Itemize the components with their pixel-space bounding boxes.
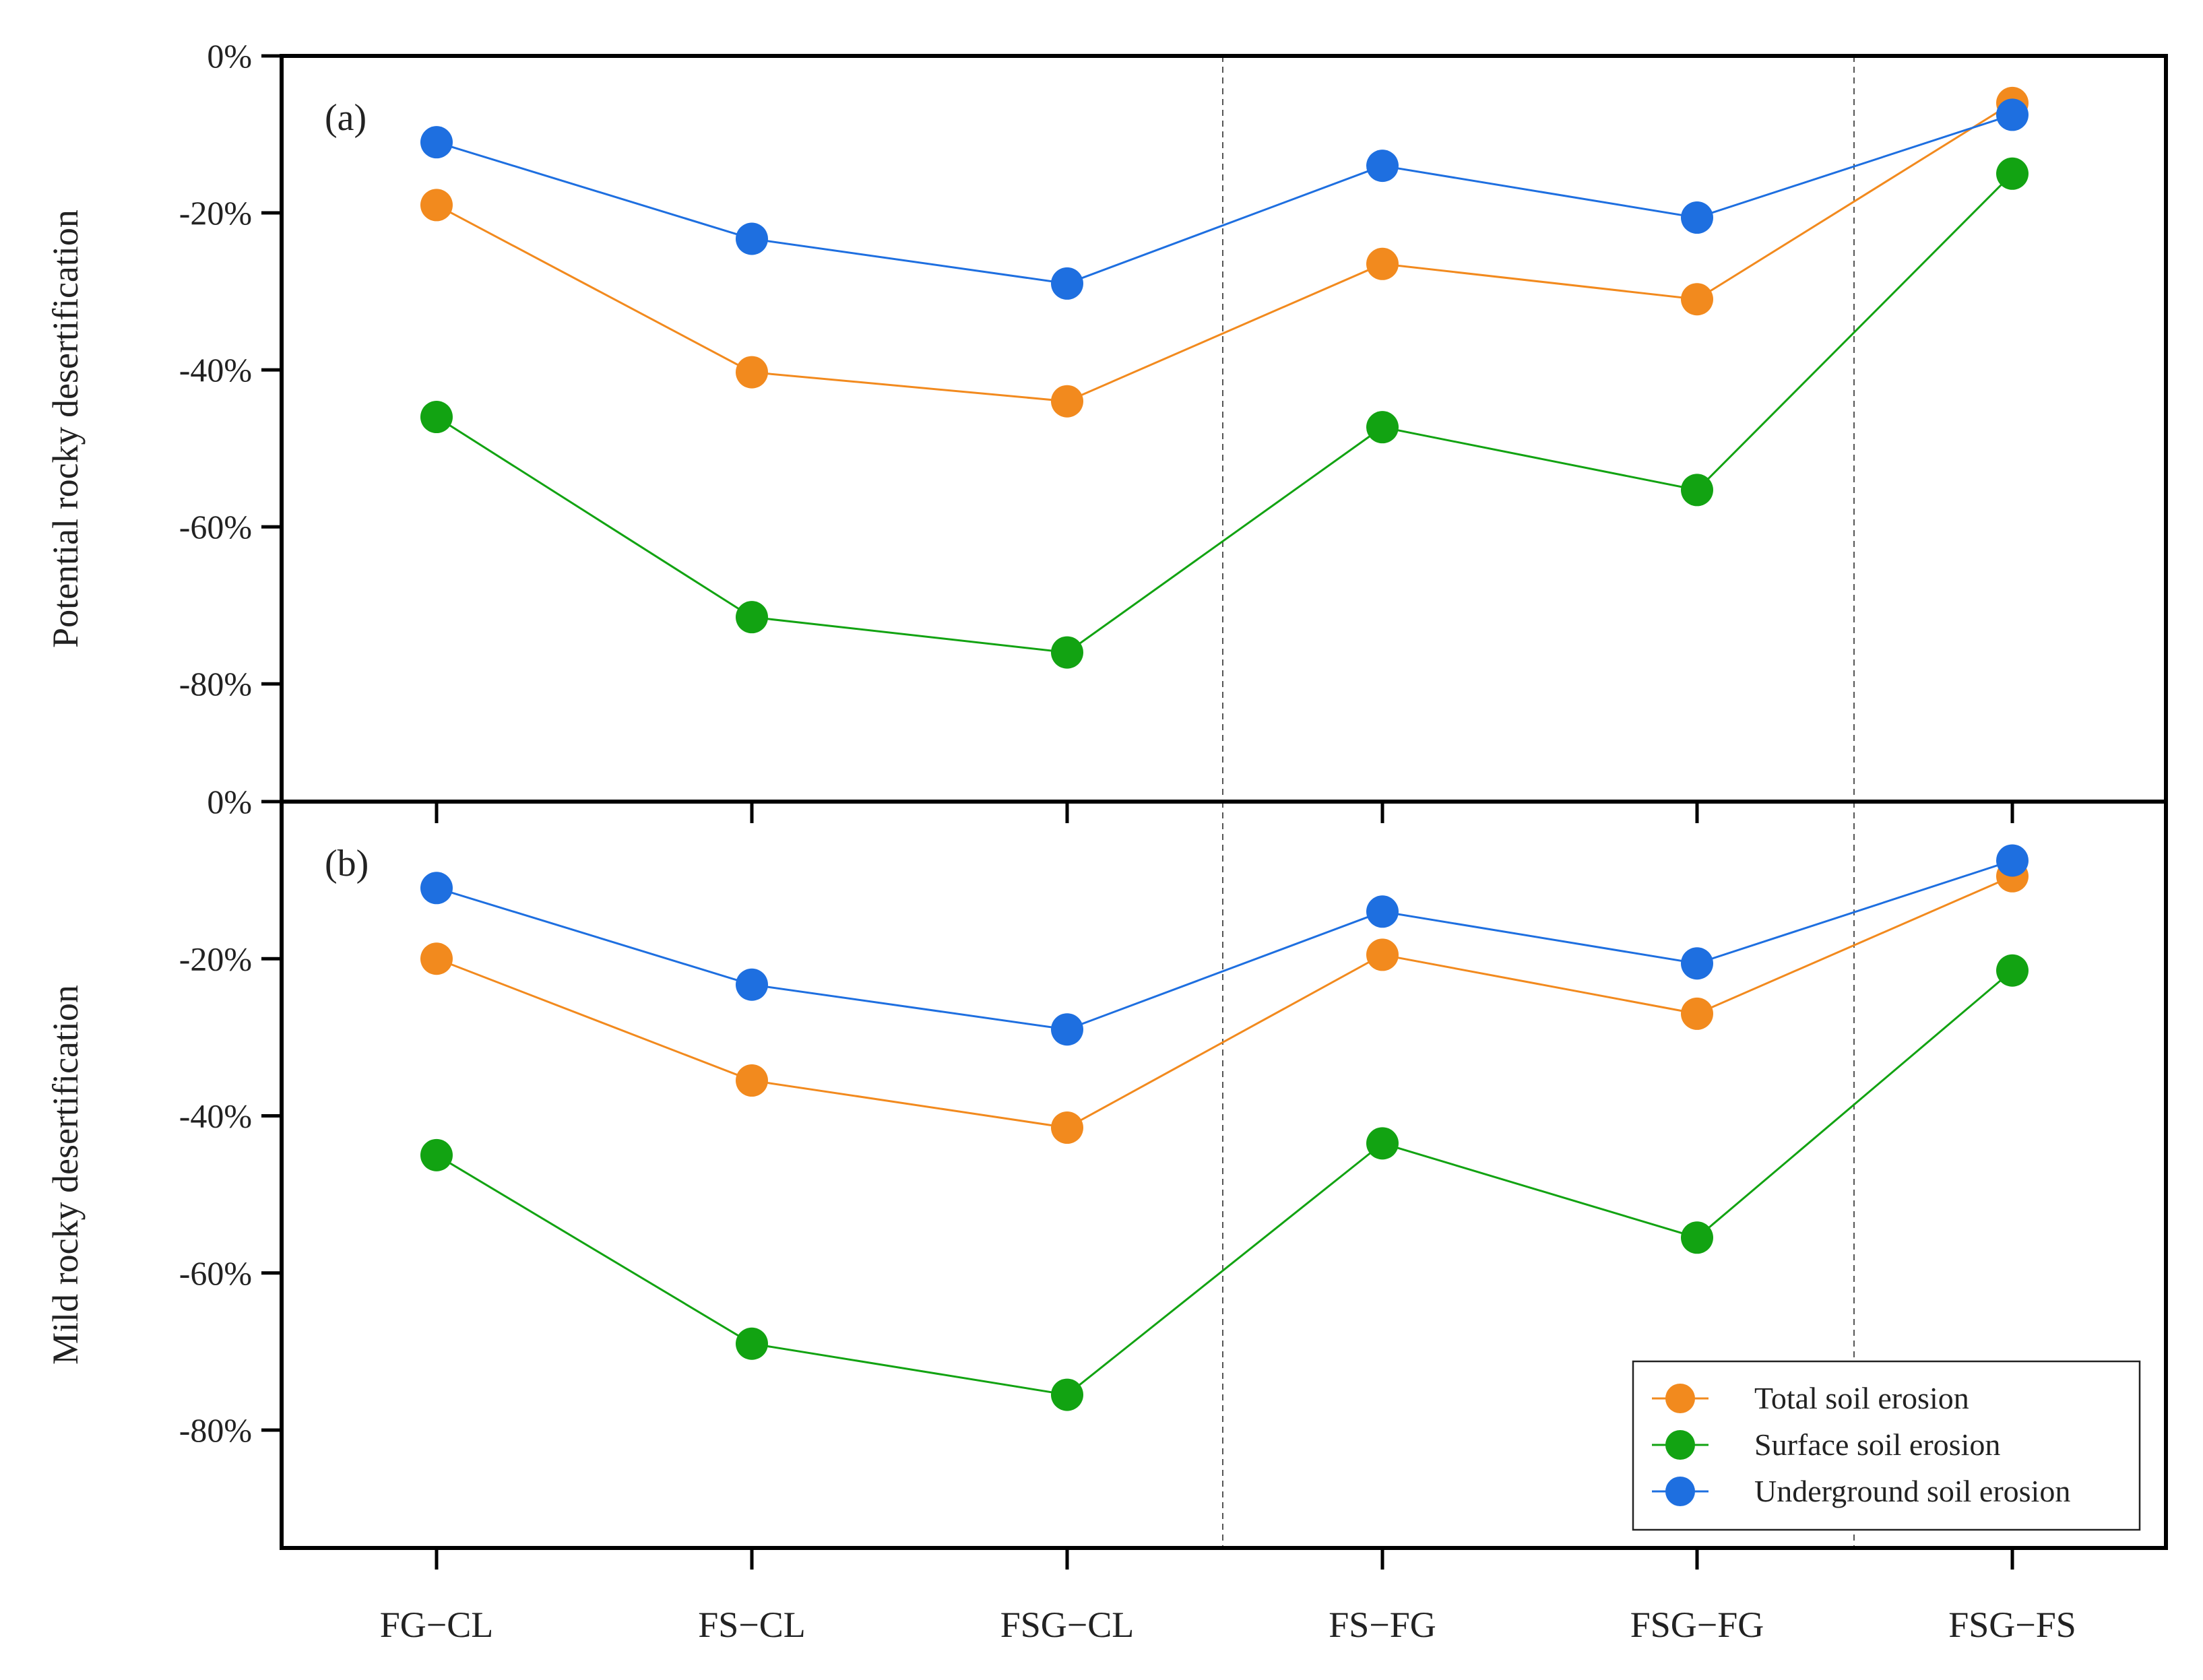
data-point-surface — [1051, 1378, 1083, 1411]
data-point-underground — [736, 222, 768, 255]
data-point-total — [420, 942, 453, 975]
legend-box — [1632, 1360, 2141, 1531]
data-point-surface — [1366, 411, 1399, 444]
series-line-surface — [436, 969, 2013, 1396]
data-point-underground — [1681, 201, 1713, 234]
data-point-surface — [1681, 474, 1713, 507]
data-point-total — [1051, 1111, 1083, 1144]
data-point-total — [1681, 997, 1713, 1030]
panel-label: (a) — [325, 97, 366, 139]
data-point-surface — [1051, 636, 1083, 669]
data-point-total — [1051, 385, 1083, 418]
data-point-total — [420, 189, 453, 222]
x-category-label: FG−CL — [380, 1605, 494, 1645]
data-point-total — [1681, 283, 1713, 316]
y-axis-title: Potential rocky desertification — [45, 209, 86, 648]
data-point-total — [1366, 938, 1399, 971]
data-point-total — [736, 356, 768, 389]
data-point-total — [736, 1064, 768, 1097]
panel-frame — [280, 800, 2168, 1550]
x-category-label: FS−CL — [698, 1605, 806, 1645]
data-point-surface — [420, 1138, 453, 1171]
y-tick-label: -60% — [179, 508, 252, 546]
series-line-total — [436, 875, 2013, 1129]
y-tick-label: -40% — [179, 1097, 252, 1135]
x-category-label: FSG−CL — [1000, 1605, 1135, 1645]
data-point-underground — [420, 872, 453, 905]
y-tick-label: -20% — [179, 194, 252, 232]
series-line-underground — [436, 860, 2013, 1031]
series-line-total — [436, 102, 2013, 403]
y-tick-label: -80% — [179, 1411, 252, 1449]
legend-marker-total — [1665, 1384, 1695, 1413]
data-point-surface — [1681, 1221, 1713, 1254]
legend-label-underground: Underground soil erosion — [1754, 1474, 2070, 1508]
y-tick-label: 0% — [207, 783, 252, 820]
series-line-surface — [436, 172, 2014, 654]
data-point-underground — [420, 126, 453, 159]
data-point-underground — [1366, 150, 1399, 183]
legend-marker-surface — [1665, 1430, 1695, 1460]
data-point-underground — [1681, 947, 1713, 980]
data-point-underground — [1996, 98, 2029, 131]
y-tick-label: -40% — [179, 351, 252, 389]
x-category-label: FS−FG — [1329, 1605, 1436, 1645]
y-tick-label: -60% — [179, 1254, 252, 1292]
legend-label-surface: Surface soil erosion — [1754, 1427, 2000, 1462]
series-line-underground — [436, 113, 2013, 285]
panel-label: (b) — [325, 843, 369, 884]
data-point-underground — [1996, 844, 2029, 877]
data-point-underground — [1051, 1013, 1083, 1046]
x-category-label: FSG−FS — [1948, 1605, 2076, 1645]
y-tick-label: 0% — [207, 37, 252, 75]
x-category-label: FSG−FG — [1630, 1605, 1764, 1645]
data-point-surface — [1996, 157, 2029, 190]
data-point-surface — [736, 1327, 768, 1360]
data-point-underground — [1366, 895, 1399, 928]
data-point-total — [1366, 247, 1399, 280]
y-axis-title: Mild rocky desertification — [45, 985, 86, 1365]
data-point-underground — [736, 968, 768, 1001]
data-point-surface — [1996, 954, 2029, 987]
data-point-surface — [1366, 1127, 1399, 1160]
legend-marker-underground — [1665, 1477, 1695, 1506]
legend-label-total: Total soil erosion — [1754, 1381, 1969, 1415]
data-point-surface — [420, 401, 453, 434]
y-tick-label: -80% — [179, 665, 252, 703]
data-point-underground — [1051, 267, 1083, 300]
data-point-surface — [736, 601, 768, 634]
y-tick-label: -20% — [179, 940, 252, 977]
